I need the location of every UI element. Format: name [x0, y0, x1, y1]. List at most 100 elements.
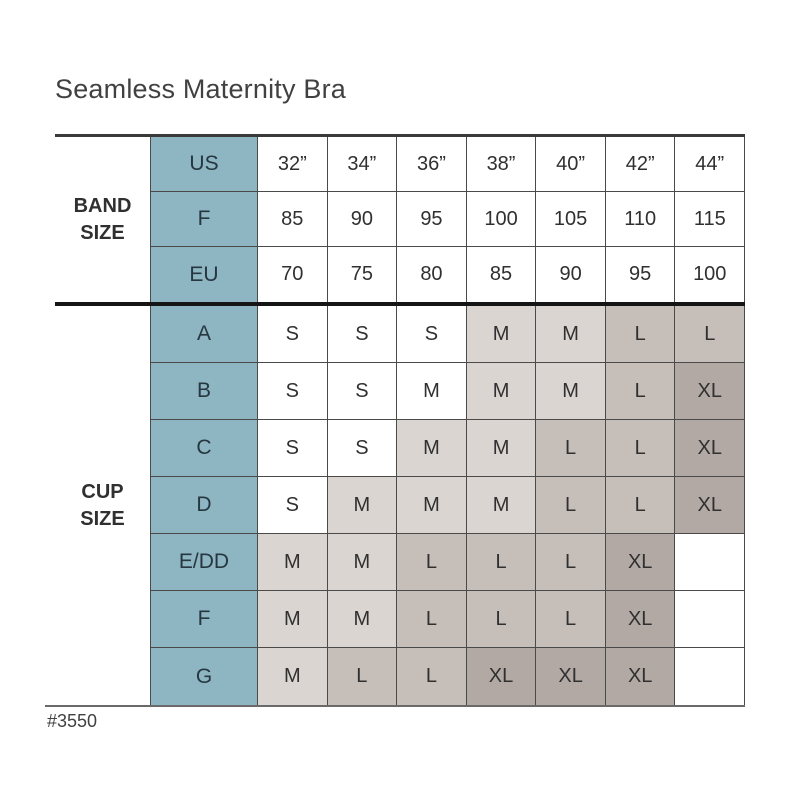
size-cell: 38”: [466, 137, 537, 191]
size-cell: XL: [466, 648, 537, 705]
size-cell: L: [605, 306, 676, 362]
row-header-cell: B: [150, 363, 258, 419]
table-row: E/DD M M L L L XL: [150, 534, 746, 591]
size-cell: L: [327, 648, 398, 705]
size-cell: 40”: [536, 137, 606, 191]
size-cell: M: [466, 306, 537, 362]
size-cell: 95: [605, 247, 676, 302]
size-cell: L: [675, 306, 746, 362]
size-cell: M: [536, 363, 606, 419]
size-cell: 44”: [675, 137, 746, 191]
size-cell: S: [327, 363, 398, 419]
table-row: US 32” 34” 36” 38” 40” 42” 44”: [150, 137, 746, 192]
size-chart-table: BAND SIZE US 32” 34” 36” 38” 40” 42” 44” F 85 90 95…: [45, 134, 746, 707]
size-cell: 105: [536, 192, 606, 246]
row-header-cell: G: [150, 648, 258, 705]
size-cell: S: [258, 363, 328, 419]
row-header-cell: F: [150, 192, 258, 246]
table-row: D S M M M L L XL: [150, 477, 746, 534]
band-size-rows: US 32” 34” 36” 38” 40” 42” 44” F 85 90 95 100 105 110 1…: [150, 137, 746, 302]
size-cell: M: [466, 363, 537, 419]
size-cell: XL: [605, 591, 676, 647]
table-row: EU 70 75 80 85 90 95 100: [150, 247, 746, 302]
size-cell: 95: [397, 192, 467, 246]
size-cell: XL: [675, 363, 746, 419]
size-cell: 70: [258, 247, 328, 302]
size-cell: 85: [258, 192, 328, 246]
size-cell: L: [536, 477, 606, 533]
empty-cell: [675, 591, 746, 647]
size-cell: M: [327, 534, 398, 590]
size-cell: XL: [605, 648, 676, 705]
size-cell: L: [605, 363, 676, 419]
size-cell: L: [466, 534, 537, 590]
size-cell: 110: [605, 192, 676, 246]
row-header-cell: US: [150, 137, 258, 191]
row-header-cell: EU: [150, 247, 258, 302]
size-cell: M: [397, 363, 467, 419]
size-cell: L: [397, 591, 467, 647]
table-row: F 85 90 95 100 105 110 115: [150, 192, 746, 247]
size-cell: L: [397, 648, 467, 705]
size-cell: M: [258, 591, 328, 647]
size-cell: 80: [397, 247, 467, 302]
size-cell: L: [605, 420, 676, 476]
size-cell: XL: [536, 648, 606, 705]
size-cell: M: [327, 591, 398, 647]
size-cell: M: [258, 648, 328, 705]
size-cell: XL: [605, 534, 676, 590]
empty-cell: [675, 648, 746, 705]
size-cell: L: [605, 477, 676, 533]
size-cell: S: [327, 306, 398, 362]
size-cell: 90: [327, 192, 398, 246]
table-bottom-line: [45, 705, 745, 707]
size-cell: 85: [466, 247, 537, 302]
row-header-cell: F: [150, 591, 258, 647]
table-row: G M L L XL XL XL: [150, 648, 746, 705]
size-cell: XL: [675, 420, 746, 476]
size-cell: S: [258, 306, 328, 362]
size-cell: S: [258, 477, 328, 533]
size-cell: 100: [466, 192, 537, 246]
size-cell: XL: [675, 477, 746, 533]
size-cell: L: [466, 591, 537, 647]
size-cell: 115: [675, 192, 746, 246]
size-cell: S: [327, 420, 398, 476]
size-cell: 32”: [258, 137, 328, 191]
row-header-cell: E/DD: [150, 534, 258, 590]
size-cell: M: [258, 534, 328, 590]
size-cell: S: [397, 306, 467, 362]
row-header-cell: A: [150, 306, 258, 362]
size-cell: 100: [675, 247, 746, 302]
empty-cell: [675, 534, 746, 590]
row-header-cell: D: [150, 477, 258, 533]
size-cell: M: [536, 306, 606, 362]
size-cell: L: [536, 420, 606, 476]
size-cell: 34”: [327, 137, 398, 191]
table-row: F M M L L L XL: [150, 591, 746, 648]
size-cell: 36”: [397, 137, 467, 191]
size-cell: S: [258, 420, 328, 476]
band-size-group-label: BAND SIZE: [73, 194, 132, 244]
size-cell: M: [397, 477, 467, 533]
size-cell: M: [466, 477, 537, 533]
product-code: #3550: [47, 711, 98, 731]
cup-size-group-label: CUP SIZE: [80, 480, 125, 530]
size-cell: L: [397, 534, 467, 590]
table-row: B S S M M M L XL: [150, 363, 746, 420]
page-title: Seamless Maternity Bra: [55, 74, 346, 104]
row-header-cell: C: [150, 420, 258, 476]
size-cell: M: [466, 420, 537, 476]
size-cell: M: [397, 420, 467, 476]
size-cell: 90: [536, 247, 606, 302]
size-cell: L: [536, 591, 606, 647]
size-cell: 75: [327, 247, 398, 302]
table-row: C S S M M L L XL: [150, 420, 746, 477]
size-cell: 42”: [605, 137, 676, 191]
cup-size-section: CUP SIZE A S S S M M L L B S S M M M L XL C S S M M L L XL D S M M M…: [55, 306, 746, 705]
cup-size-rows: A S S S M M L L B S S M M M L XL C S S M M L L XL D S M M M L L XL E/DD M…: [150, 306, 746, 705]
size-cell: L: [536, 534, 606, 590]
band-size-section: BAND SIZE US 32” 34” 36” 38” 40” 42” 44” F 85 90 95…: [55, 137, 746, 302]
size-cell: M: [327, 477, 398, 533]
